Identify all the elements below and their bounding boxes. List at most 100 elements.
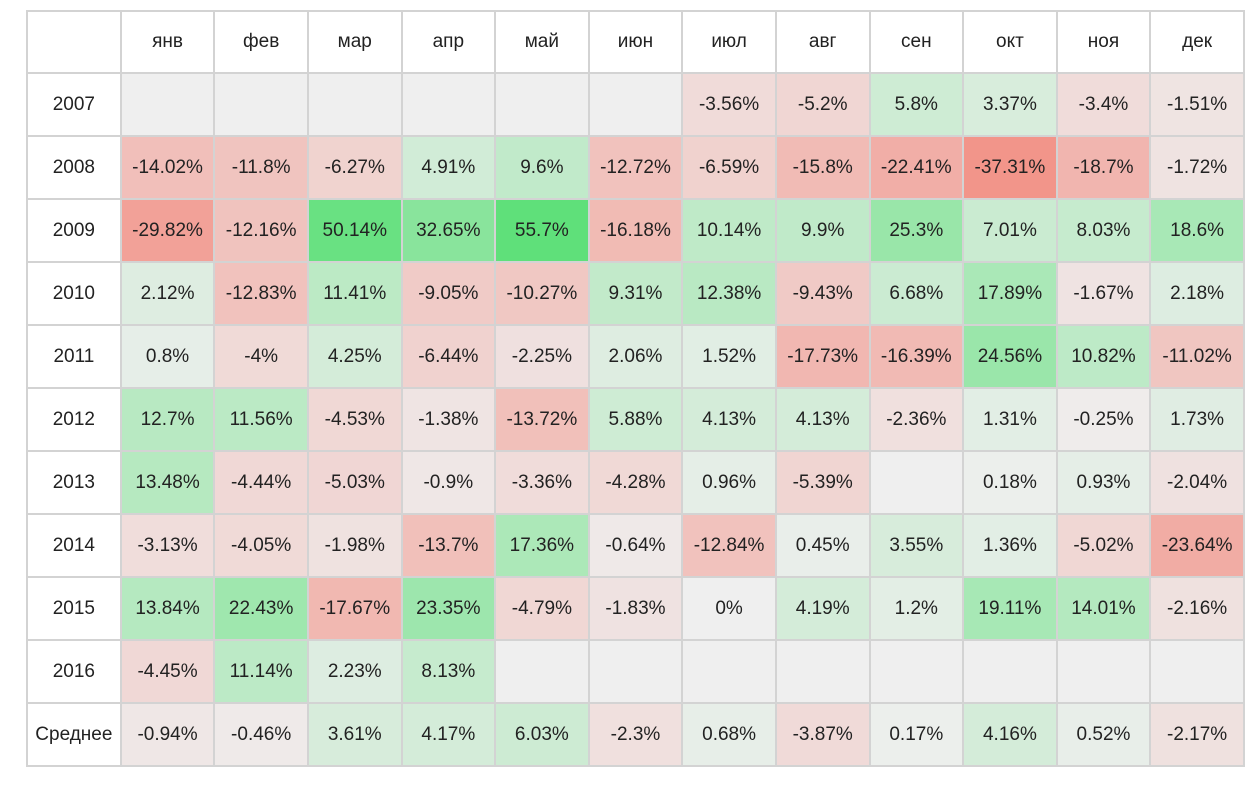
- heatmap-cell: -16.39%: [868, 324, 965, 389]
- heatmap-cell: 8.03%: [1055, 198, 1152, 263]
- table-row: 2015 13.84% 22.43% -17.67% 23.35% -4.79% -1.83…: [26, 576, 1245, 641]
- heatmap-cell: 6.03%: [494, 702, 590, 767]
- heatmap-cell: -23.64%: [1149, 513, 1245, 578]
- heatmap-cell: 4.13%: [681, 387, 777, 452]
- heatmap-cell: -10.27%: [494, 261, 590, 326]
- heatmap-cell: 4.13%: [774, 387, 871, 452]
- heatmap-cell: -17.67%: [306, 576, 403, 641]
- heatmap-cell: 11.41%: [306, 261, 403, 326]
- heatmap-cell: [868, 639, 965, 704]
- heatmap-cell: -3.36%: [494, 450, 590, 515]
- heatmap-cell: 9.6%: [494, 135, 590, 200]
- heatmap-cell: -1.51%: [1149, 72, 1245, 137]
- heatmap-cell: -18.7%: [1055, 135, 1152, 200]
- heatmap-cell: -0.9%: [400, 450, 497, 515]
- heatmap-cell: -13.7%: [400, 513, 497, 578]
- row-label: 2012: [26, 387, 122, 452]
- heatmap-cell: 2.18%: [1149, 261, 1245, 326]
- heatmap-cell: -1.67%: [1055, 261, 1152, 326]
- heatmap-cell: 24.56%: [962, 324, 1058, 389]
- heatmap-cell: -9.43%: [774, 261, 871, 326]
- row-label: 2010: [26, 261, 122, 326]
- heatmap-cell: -5.2%: [774, 72, 871, 137]
- heatmap-cell: -22.41%: [868, 135, 965, 200]
- heatmap-cell: 19.11%: [962, 576, 1058, 641]
- heatmap-cell: 4.91%: [400, 135, 497, 200]
- heatmap-cell: -12.72%: [587, 135, 684, 200]
- heatmap-cell: 25.3%: [868, 198, 965, 263]
- heatmap-cell: -1.83%: [587, 576, 684, 641]
- heatmap-cell: [1149, 639, 1245, 704]
- row-label: Среднее: [26, 702, 122, 767]
- row-label: 2007: [26, 72, 122, 137]
- heatmap-cell: 11.14%: [213, 639, 309, 704]
- heatmap-cell: -12.83%: [213, 261, 309, 326]
- heatmap-cell: 4.25%: [306, 324, 403, 389]
- column-header: дек: [1149, 10, 1245, 74]
- heatmap-cell: -3.13%: [119, 513, 216, 578]
- heatmap-cell: 7.01%: [962, 198, 1058, 263]
- heatmap-cell: -2.36%: [868, 387, 965, 452]
- heatmap-cell: -4.44%: [213, 450, 309, 515]
- heatmap-cell: -4%: [213, 324, 309, 389]
- heatmap-cell: -1.98%: [306, 513, 403, 578]
- row-label: 2011: [26, 324, 122, 389]
- column-header: фев: [213, 10, 309, 74]
- heatmap-cell: 0%: [681, 576, 777, 641]
- row-label: 2014: [26, 513, 122, 578]
- table-row: 2009 -29.82% -12.16% 50.14% 32.65% 55.7% -16.1…: [26, 198, 1245, 263]
- heatmap-cell: [400, 72, 497, 137]
- heatmap-cell: 17.89%: [962, 261, 1058, 326]
- heatmap-cell: -6.27%: [306, 135, 403, 200]
- column-header: апр: [400, 10, 497, 74]
- heatmap-cell: 1.52%: [681, 324, 777, 389]
- heatmap-cell: [119, 72, 216, 137]
- heatmap-cell: 1.73%: [1149, 387, 1245, 452]
- heatmap-cell: -3.56%: [681, 72, 777, 137]
- heatmap-cell: 2.23%: [306, 639, 403, 704]
- heatmap-cell: [774, 639, 871, 704]
- column-header: окт: [962, 10, 1058, 74]
- heatmap-cell: 50.14%: [306, 198, 403, 263]
- heatmap-cell: 13.48%: [119, 450, 216, 515]
- column-header: авг: [774, 10, 871, 74]
- heatmap-cell: -0.94%: [119, 702, 216, 767]
- header-row: янв фев мар апр май июн июл авг сен окт ноя дек: [26, 10, 1245, 74]
- heatmap-cell: 6.68%: [868, 261, 965, 326]
- heatmap-cell: 9.9%: [774, 198, 871, 263]
- heatmap-cell: -2.16%: [1149, 576, 1245, 641]
- heatmap-cell: -11.8%: [213, 135, 309, 200]
- corner-cell: [26, 10, 122, 74]
- heatmap-cell: -15.8%: [774, 135, 871, 200]
- heatmap-cell: 17.36%: [494, 513, 590, 578]
- heatmap-cell: 12.7%: [119, 387, 216, 452]
- heatmap-cell: -4.53%: [306, 387, 403, 452]
- heatmap-cell: -1.38%: [400, 387, 497, 452]
- table-row: 2013 13.48% -4.44% -5.03% -0.9% -3.36% -4.28% 0…: [26, 450, 1245, 515]
- column-header: янв: [119, 10, 216, 74]
- heatmap-cell: 14.01%: [1055, 576, 1152, 641]
- heatmap-cell: [306, 72, 403, 137]
- column-header: мар: [306, 10, 403, 74]
- heatmap-cell: -2.25%: [494, 324, 590, 389]
- heatmap-cell: 1.36%: [962, 513, 1058, 578]
- heatmap-cell: [681, 639, 777, 704]
- heatmap-cell: 2.06%: [587, 324, 684, 389]
- heatmap-cell: 55.7%: [494, 198, 590, 263]
- table-row: 2011 0.8% -4% 4.25% -6.44% -2.25% 2.06% 1.52% -1…: [26, 324, 1245, 389]
- heatmap-cell: 32.65%: [400, 198, 497, 263]
- heatmap-cell: -2.3%: [587, 702, 684, 767]
- heatmap-cell: 5.8%: [868, 72, 965, 137]
- heatmap-cell: -5.03%: [306, 450, 403, 515]
- table-row: 2010 2.12% -12.83% 11.41% -9.05% -10.27% 9.31%…: [26, 261, 1245, 326]
- column-header: ноя: [1055, 10, 1152, 74]
- heatmap-cell: 4.19%: [774, 576, 871, 641]
- row-label: 2015: [26, 576, 122, 641]
- heatmap-cell: -4.79%: [494, 576, 590, 641]
- heatmap-cell: 0.45%: [774, 513, 871, 578]
- heatmap-cell: 9.31%: [587, 261, 684, 326]
- heatmap-cell: -4.05%: [213, 513, 309, 578]
- heatmap-cell: [494, 639, 590, 704]
- heatmap-cell: 0.52%: [1055, 702, 1152, 767]
- heatmap-cell: -11.02%: [1149, 324, 1245, 389]
